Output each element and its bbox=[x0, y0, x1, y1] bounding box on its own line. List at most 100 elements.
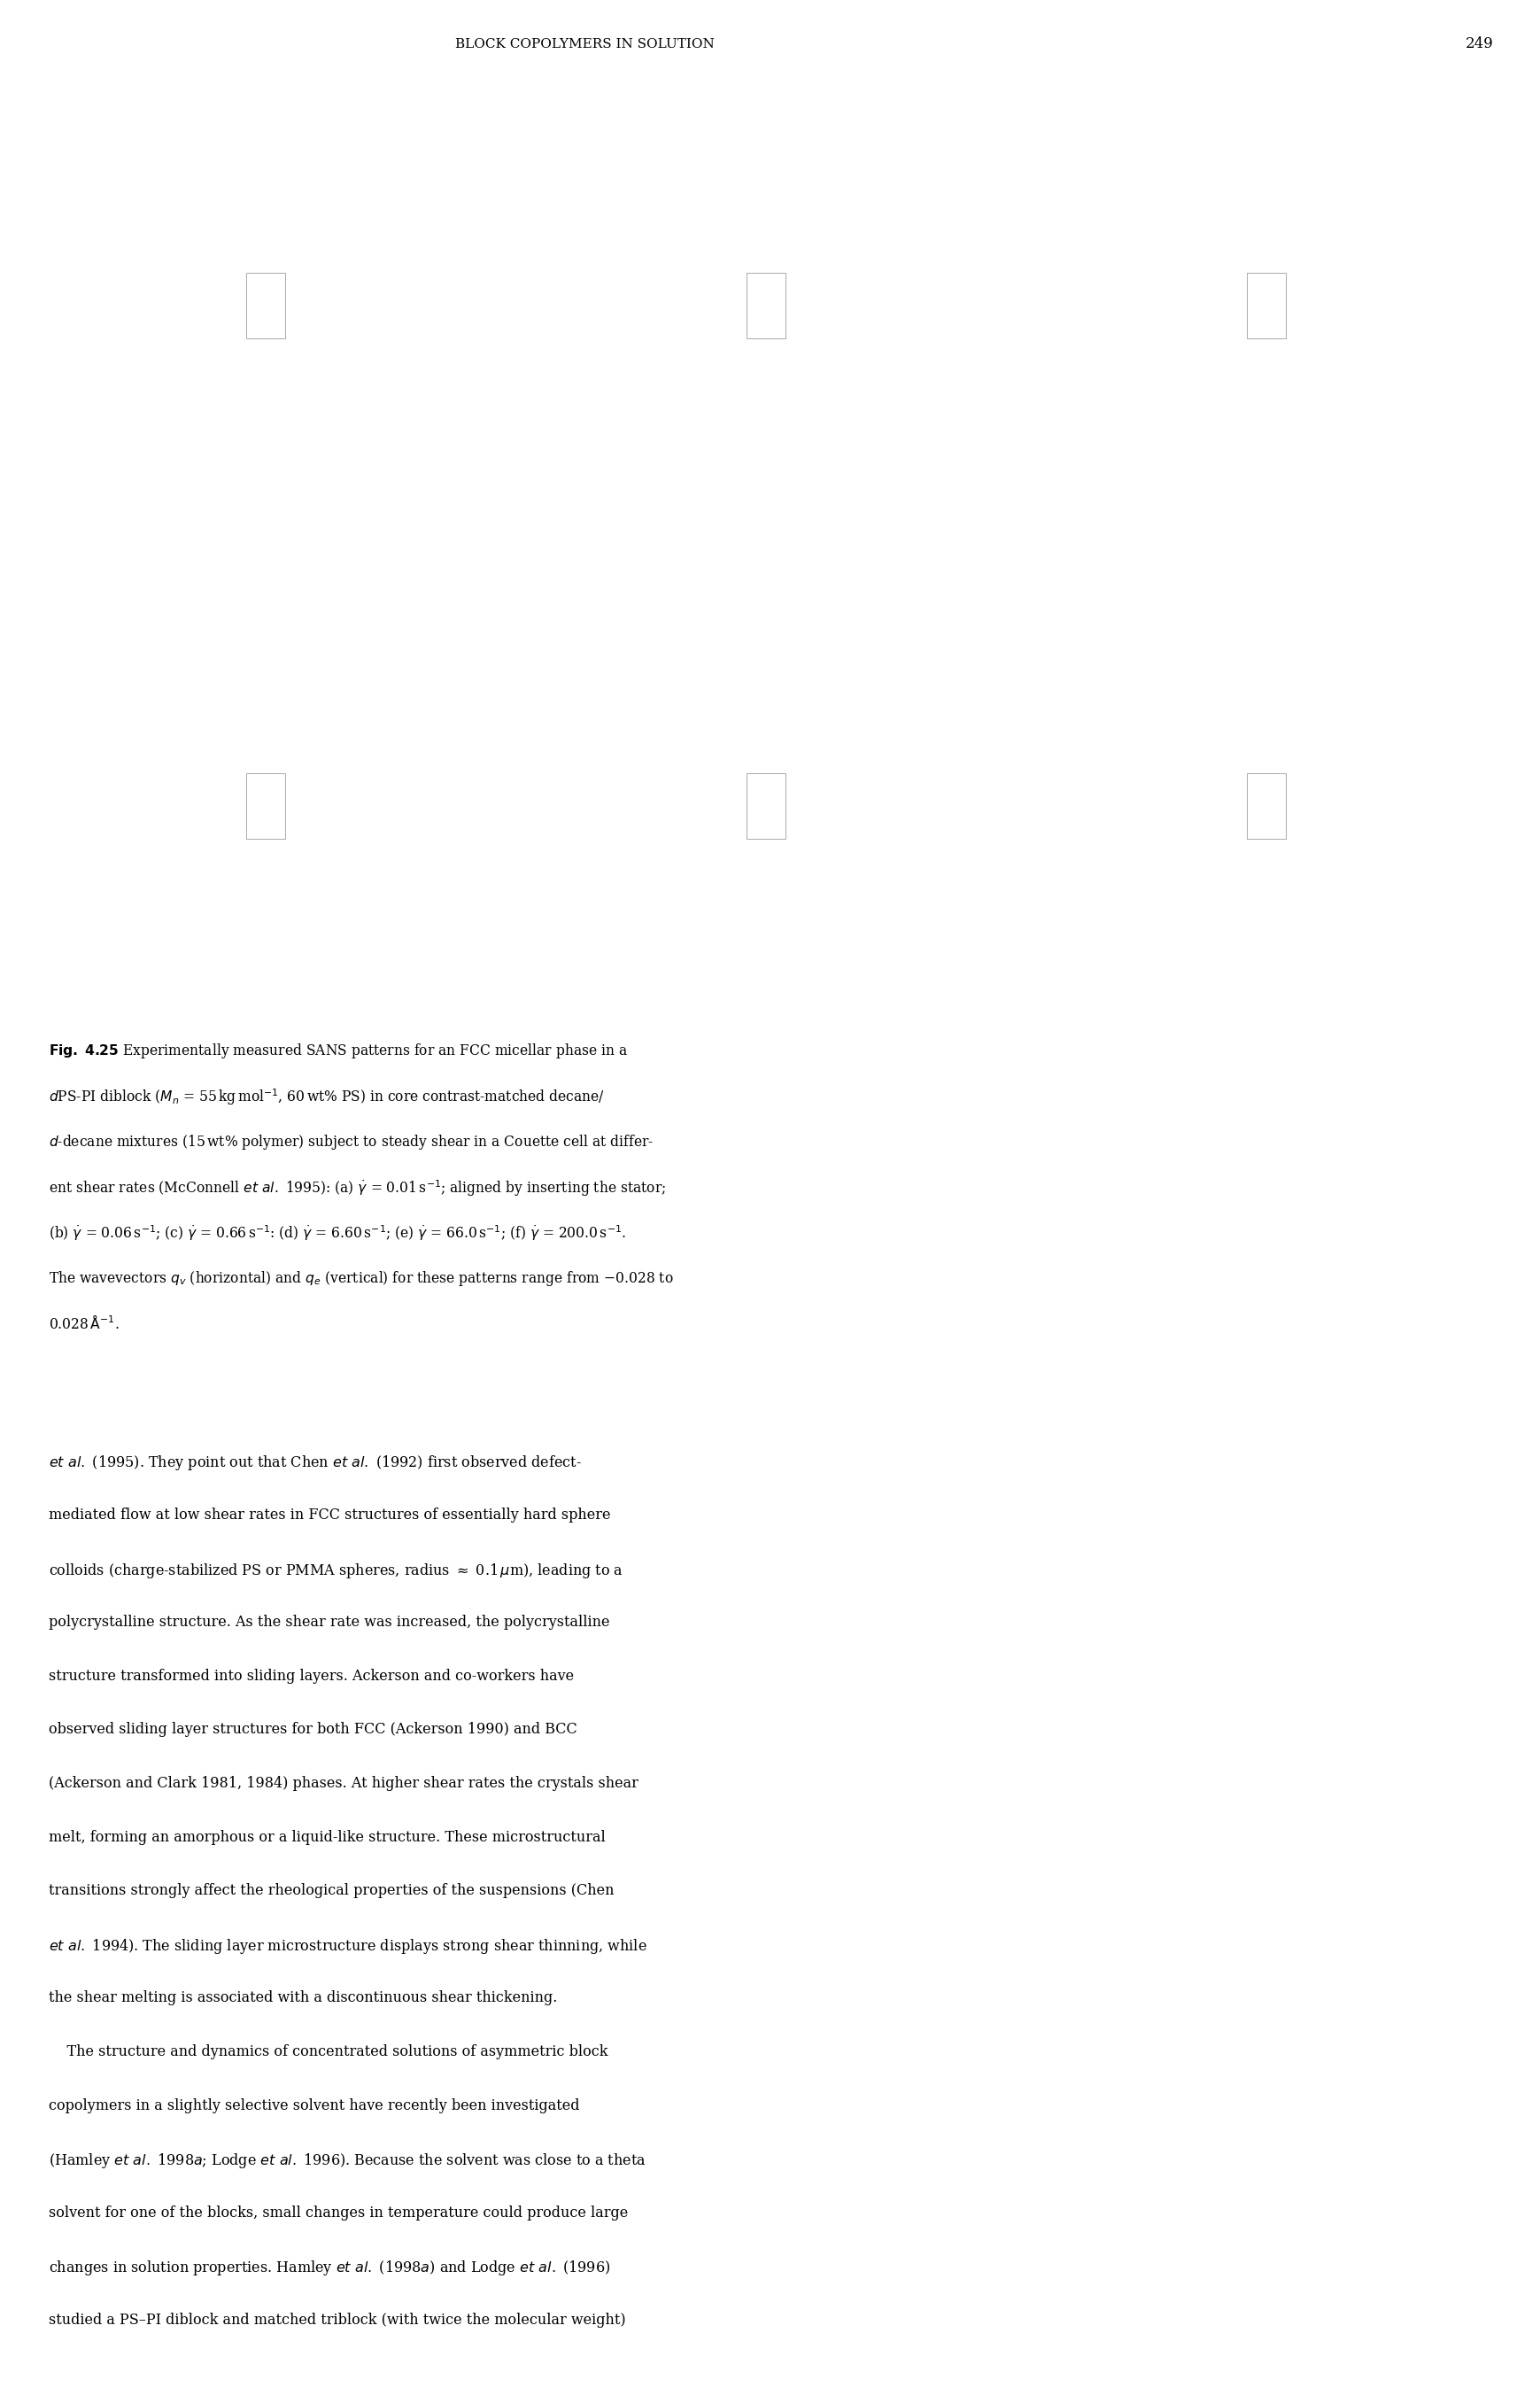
Point bbox=[1203, 180, 1227, 219]
Point bbox=[143, 380, 168, 418]
Point bbox=[1224, 411, 1249, 449]
Point bbox=[208, 147, 233, 185]
Point bbox=[699, 142, 724, 180]
Point bbox=[676, 416, 701, 454]
Point bbox=[219, 942, 243, 980]
Point bbox=[879, 377, 904, 416]
Point bbox=[648, 370, 673, 409]
Point bbox=[356, 344, 380, 382]
Point bbox=[328, 195, 353, 233]
Point bbox=[1341, 207, 1366, 245]
Point bbox=[291, 187, 316, 226]
Point bbox=[279, 435, 303, 473]
Point bbox=[853, 211, 878, 250]
Point bbox=[822, 387, 847, 425]
Point bbox=[233, 863, 257, 901]
Point bbox=[391, 329, 416, 368]
Point bbox=[658, 368, 682, 406]
Point bbox=[693, 413, 718, 452]
Point bbox=[1346, 360, 1371, 399]
Point bbox=[1284, 416, 1309, 454]
Point bbox=[756, 437, 781, 476]
Point bbox=[1326, 178, 1351, 216]
Point bbox=[1237, 428, 1261, 466]
Point bbox=[636, 219, 661, 257]
Point bbox=[191, 171, 216, 209]
Point bbox=[693, 190, 718, 228]
Point bbox=[698, 187, 722, 226]
Point bbox=[827, 195, 852, 233]
Point bbox=[659, 389, 684, 428]
Point bbox=[670, 173, 695, 211]
Point bbox=[439, 358, 464, 396]
Point bbox=[163, 329, 188, 368]
Point bbox=[1255, 144, 1280, 183]
Point bbox=[1181, 409, 1206, 447]
Point bbox=[179, 219, 203, 257]
Point bbox=[199, 161, 223, 199]
Point bbox=[162, 250, 186, 288]
Point bbox=[775, 161, 799, 199]
Point bbox=[870, 365, 895, 404]
Point bbox=[707, 173, 732, 211]
Point bbox=[702, 394, 727, 433]
Point bbox=[399, 286, 424, 324]
Point bbox=[628, 235, 653, 274]
Point bbox=[659, 190, 684, 228]
Point bbox=[1215, 404, 1240, 442]
Point bbox=[276, 171, 300, 209]
Point bbox=[182, 370, 206, 409]
Point bbox=[755, 142, 779, 180]
Point bbox=[796, 396, 821, 435]
Point bbox=[856, 372, 881, 411]
Point bbox=[867, 209, 892, 248]
Point bbox=[1177, 389, 1201, 428]
Point bbox=[1163, 199, 1187, 238]
Point bbox=[1298, 178, 1323, 216]
Point bbox=[701, 139, 725, 178]
Point bbox=[654, 404, 679, 442]
Point bbox=[1284, 168, 1309, 207]
Point bbox=[647, 332, 671, 370]
Point bbox=[1361, 197, 1386, 235]
Point bbox=[721, 173, 745, 211]
Point bbox=[1269, 156, 1294, 195]
Point bbox=[126, 807, 151, 846]
Point bbox=[340, 351, 365, 389]
Point bbox=[782, 399, 807, 437]
Point bbox=[738, 409, 762, 447]
Point bbox=[265, 433, 290, 471]
Point bbox=[1186, 396, 1210, 435]
Point bbox=[1232, 423, 1257, 461]
Point bbox=[742, 411, 767, 449]
Point bbox=[208, 192, 233, 231]
Point bbox=[288, 411, 313, 449]
Point bbox=[188, 281, 213, 320]
Point bbox=[850, 166, 875, 204]
Point bbox=[630, 336, 655, 375]
Point bbox=[280, 423, 305, 461]
Point bbox=[1244, 161, 1269, 199]
Point bbox=[829, 404, 853, 442]
Point bbox=[182, 216, 206, 255]
Point bbox=[213, 382, 237, 421]
Point bbox=[228, 411, 253, 449]
Point bbox=[314, 394, 339, 433]
Point bbox=[815, 144, 839, 183]
Point bbox=[186, 389, 211, 428]
Point bbox=[1181, 404, 1206, 442]
Point bbox=[162, 348, 186, 387]
Point bbox=[1166, 370, 1190, 409]
Point bbox=[718, 437, 742, 476]
Point bbox=[200, 413, 225, 452]
Point bbox=[337, 353, 362, 392]
Point bbox=[810, 387, 835, 425]
Point bbox=[146, 267, 171, 305]
Point bbox=[852, 394, 876, 433]
Point bbox=[368, 356, 393, 394]
Point bbox=[824, 197, 849, 235]
Point bbox=[1346, 195, 1371, 233]
Point bbox=[385, 223, 410, 262]
Point bbox=[1283, 171, 1307, 209]
Point bbox=[1377, 348, 1401, 387]
